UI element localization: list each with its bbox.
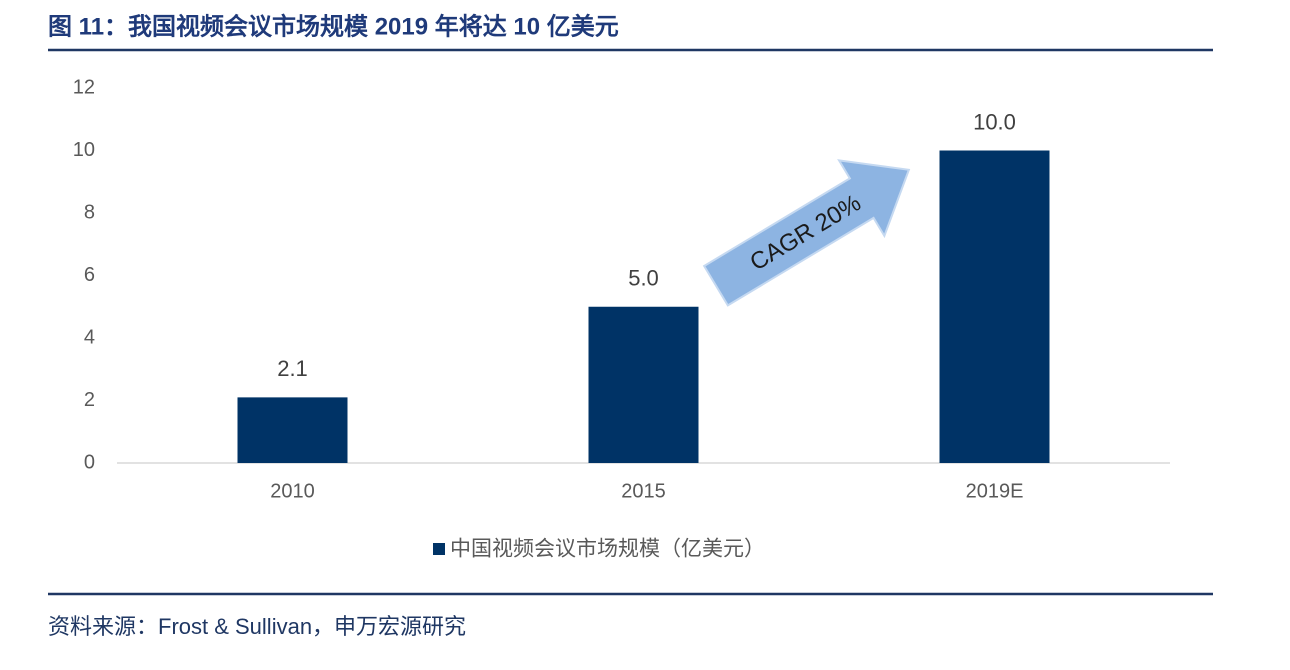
bar bbox=[237, 397, 348, 463]
value-label: 10.0 bbox=[973, 109, 1016, 134]
y-tick-label: 4 bbox=[84, 326, 95, 348]
y-tick-label: 2 bbox=[84, 389, 95, 411]
source: 资料来源：Frost & Sullivan，申万宏源研究 bbox=[48, 614, 466, 639]
y-tick-label: 12 bbox=[73, 76, 95, 98]
y-tick-label: 0 bbox=[84, 451, 95, 473]
y-tick-label: 6 bbox=[84, 264, 95, 286]
y-tick-label: 10 bbox=[73, 139, 95, 161]
arrow-shape bbox=[702, 159, 911, 307]
y-tick-label: 8 bbox=[84, 201, 95, 223]
x-tick-label: 2015 bbox=[621, 480, 666, 502]
cagr-arrow: CAGR 20% bbox=[702, 159, 911, 307]
x-tick-label: 2019E bbox=[966, 480, 1024, 502]
value-label: 5.0 bbox=[628, 266, 659, 291]
chart-title: 图 11：我国视频会议市场规模 2019 年将达 10 亿美元 bbox=[48, 12, 619, 40]
value-label: 2.1 bbox=[277, 356, 308, 381]
x-tick-label: 2010 bbox=[270, 480, 315, 502]
legend-swatch bbox=[433, 543, 445, 555]
legend-label: 中国视频会议市场规模（亿美元） bbox=[450, 538, 765, 561]
bar bbox=[939, 150, 1050, 463]
bar bbox=[588, 306, 699, 463]
